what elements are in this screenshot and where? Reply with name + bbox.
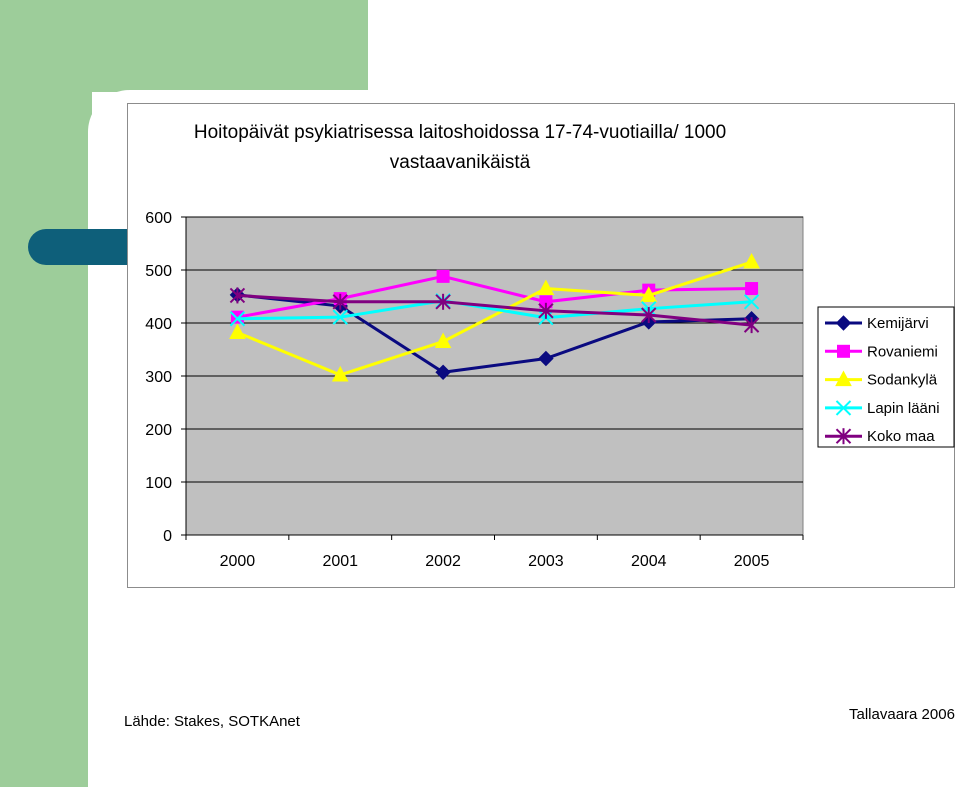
y-tick-label-200: 200 — [145, 422, 172, 439]
x-tick-label-2005: 2005 — [734, 553, 770, 570]
series-3-point-5 — [743, 294, 760, 310]
series-line-3 — [237, 299, 752, 321]
author-note: Tallavaara 2006 — [849, 706, 955, 723]
legend-label-1: Rovaniemi — [867, 343, 938, 360]
series-3-point-1 — [332, 309, 348, 325]
legend-marker-0 — [835, 315, 852, 331]
chart-title-line-1: Hoitopäivät psykiatrisessa laitoshoidoss… — [193, 122, 727, 143]
series-1-point-2 — [436, 269, 450, 283]
series-4-point-1 — [332, 293, 348, 310]
chart-title: Hoitopäivät psykiatrisessa laitoshoidoss… — [135, 118, 785, 178]
y-axis-ticks: 0 100 200 300 400 500 600 — [145, 210, 187, 545]
green-left-band — [0, 0, 92, 787]
series-1-point-5 — [745, 282, 759, 296]
series-4-point-0 — [229, 287, 246, 304]
series-4-point-3 — [538, 302, 554, 319]
series-2-point-3 — [537, 279, 555, 296]
chart-title-line-2: vastaavanikäistä — [389, 152, 531, 173]
series-2-point-0 — [229, 323, 246, 340]
series-2-point-4 — [640, 286, 658, 302]
series-1-point-0 — [230, 310, 244, 324]
series-2 — [229, 252, 760, 382]
series-3-point-0 — [229, 311, 246, 327]
legend-marker-1 — [837, 344, 850, 358]
series-0-point-2 — [435, 364, 451, 380]
legend-marker-3 — [835, 400, 852, 416]
series-4-point-4 — [641, 307, 657, 324]
series-2-point-2 — [434, 332, 452, 349]
x-tick-label-2001: 2001 — [322, 553, 358, 570]
series-line-2 — [236, 260, 753, 377]
x-tick-label-2004: 2004 — [631, 553, 667, 570]
y-tick-label-600: 600 — [145, 210, 172, 227]
series-line-0 — [237, 293, 752, 374]
y-tick-label-500: 500 — [145, 263, 172, 280]
x-axis-ticks: 2000 2001 2002 2003 2004 2005 — [185, 534, 804, 570]
y-tick-label-0: 0 — [163, 528, 172, 545]
x-tick-label-2002: 2002 — [425, 553, 461, 570]
series-lines — [229, 252, 760, 382]
y-tick-label-100: 100 — [145, 475, 172, 492]
legend-label-4: Koko maa — [867, 428, 935, 445]
series-4-point-5 — [743, 317, 760, 334]
y-tick-label-400: 400 — [145, 316, 172, 333]
legend-marker-2 — [835, 370, 852, 387]
series-2-point-1 — [331, 365, 349, 382]
series-4 — [229, 287, 760, 334]
teal-accent-bar — [28, 229, 138, 265]
legend-label-0: Kemijärvi — [867, 315, 929, 332]
series-4-point-2 — [435, 293, 451, 310]
legend-marker-4 — [835, 428, 852, 445]
y-tick-label-300: 300 — [145, 369, 172, 386]
legend: Kemijärvi Rovaniemi Sodankylä Lapin lääni Ko… — [817, 306, 955, 448]
series-0-point-3 — [538, 350, 554, 367]
x-tick-label-2000: 2000 — [220, 553, 256, 570]
source-note: Lähde: Stakes, SOTKAnet — [124, 713, 300, 730]
series-line-4 — [237, 293, 752, 327]
x-tick-label-2003: 2003 — [528, 553, 564, 570]
legend-label-2: Sodankylä — [867, 372, 938, 389]
legend-label-3: Lapin lääni — [867, 400, 940, 417]
series-2-point-5 — [743, 252, 760, 269]
